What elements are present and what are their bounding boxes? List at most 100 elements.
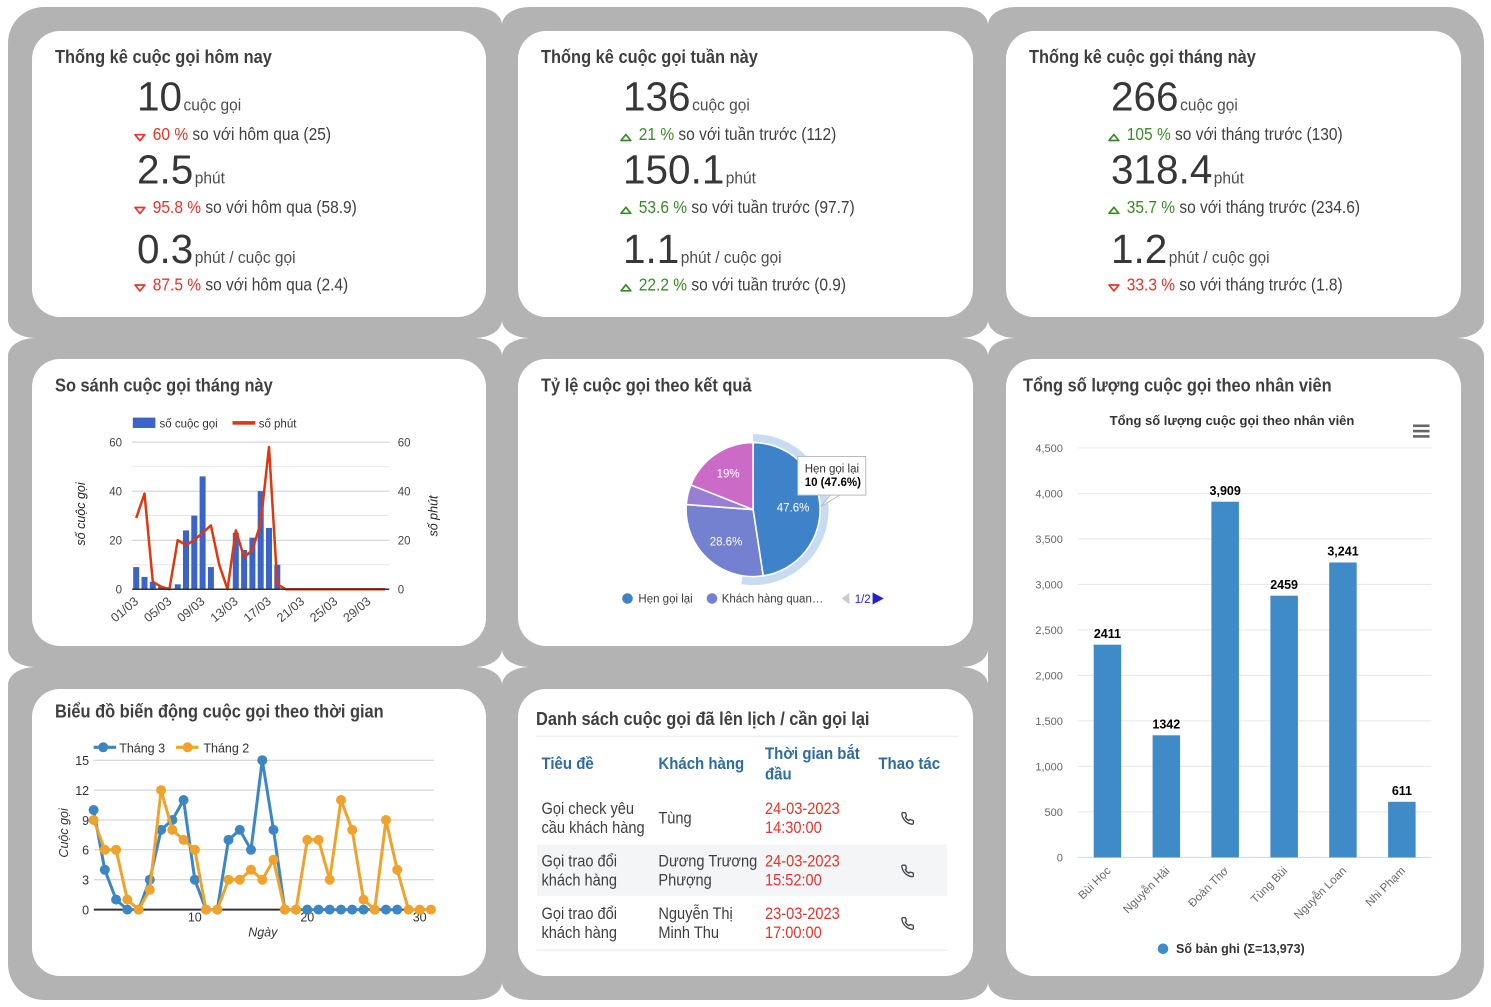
svg-text:95.8 % so với hôm qua (58.9): 95.8 % so với hôm qua (58.9) — [152, 196, 356, 216]
svg-text:số phút: số phút — [258, 419, 297, 431]
svg-text:21 % so với tuần trước (112): 21 % so với tuần trước (112) — [638, 124, 836, 144]
svg-text:Thời gian bắt: Thời gian bắt — [765, 744, 860, 763]
svg-text:60 % so với hôm qua (25): 60 % so với hôm qua (25) — [152, 124, 330, 144]
svg-text:Tùng: Tùng — [658, 809, 691, 827]
svg-text:10 (47.6%): 10 (47.6%) — [804, 477, 860, 489]
svg-text:Ngày: Ngày — [248, 925, 278, 939]
svg-text:10: 10 — [187, 910, 201, 924]
svg-text:Thống kê cuộc gọi hôm nay: Thống kê cuộc gọi hôm nay — [55, 47, 273, 67]
svg-text:1,000: 1,000 — [1035, 761, 1063, 773]
svg-text:Nhi Phạm: Nhi Phạm — [1364, 865, 1408, 909]
svg-text:Tỷ lệ cuộc gọi theo kết quả: Tỷ lệ cuộc gọi theo kết quả — [541, 375, 752, 395]
svg-text:53.6 % so với tuần trước (97.7: 53.6 % so với tuần trước (97.7) — [638, 196, 854, 216]
svg-text:13/03: 13/03 — [207, 594, 240, 625]
svg-text:số phút: số phút — [426, 495, 440, 537]
svg-text:1.1: 1.1 — [623, 226, 679, 272]
svg-text:1.2: 1.2 — [1111, 226, 1167, 272]
svg-text:khách hàng: khách hàng — [541, 871, 617, 889]
svg-text:đầu: đầu — [765, 765, 792, 783]
svg-text:29/03: 29/03 — [340, 594, 373, 625]
svg-text:khách hàng: khách hàng — [541, 923, 617, 941]
svg-text:1/2: 1/2 — [854, 594, 870, 606]
svg-text:0.3: 0.3 — [137, 226, 193, 272]
svg-text:15: 15 — [75, 754, 89, 768]
svg-text:Gọi check yêu: Gọi check yêu — [541, 800, 634, 818]
svg-text:Gọi trao đổi: Gọi trao đổi — [541, 852, 617, 870]
svg-text:Hẹn gọi lại: Hẹn gọi lại — [638, 594, 692, 606]
svg-text:4,000: 4,000 — [1035, 488, 1063, 500]
svg-text:0: 0 — [397, 584, 403, 596]
svg-text:24-03-2023: 24-03-2023 — [765, 852, 840, 870]
svg-text:Nguyễn Hải: Nguyễn Hải — [1121, 864, 1173, 916]
svg-text:Số bản ghi (Σ=13,973): Số bản ghi (Σ=13,973) — [1176, 942, 1305, 956]
svg-text:0: 0 — [115, 584, 121, 596]
svg-text:9: 9 — [82, 813, 89, 827]
svg-text:12: 12 — [75, 783, 89, 797]
svg-text:21/03: 21/03 — [274, 594, 307, 625]
svg-text:23-03-2023: 23-03-2023 — [765, 905, 840, 923]
svg-text:19%: 19% — [716, 469, 739, 481]
svg-text:17/03: 17/03 — [240, 594, 273, 625]
svg-text:cuộc gọi: cuộc gọi — [1180, 95, 1238, 114]
svg-text:25/03: 25/03 — [307, 594, 340, 625]
svg-text:1,500: 1,500 — [1035, 716, 1063, 728]
svg-text:Phượng: Phượng — [658, 871, 711, 889]
svg-text:Biểu đồ biến động cuộc gọi the: Biểu đồ biến động cuộc gọi theo thời gia… — [55, 701, 384, 721]
svg-text:Cuộc gọi: Cuộc gọi — [56, 807, 70, 858]
svg-text:số cuộc gọi: số cuộc gọi — [159, 419, 217, 431]
svg-text:phút: phút — [1214, 168, 1244, 187]
svg-text:2,000: 2,000 — [1035, 670, 1063, 682]
svg-text:15:52:00: 15:52:00 — [765, 871, 822, 889]
svg-text:Tùng Bùi: Tùng Bùi — [1249, 865, 1290, 906]
svg-text:24-03-2023: 24-03-2023 — [765, 800, 840, 818]
svg-text:Thống kê cuộc gọi tháng này: Thống kê cuộc gọi tháng này — [1029, 47, 1257, 67]
svg-text:cuộc gọi: cuộc gọi — [183, 95, 241, 114]
svg-text:09/03: 09/03 — [174, 594, 207, 625]
svg-text:số cuộc gọi: số cuộc gọi — [74, 481, 88, 545]
svg-text:cuộc gọi: cuộc gọi — [692, 95, 750, 114]
svg-text:Tổng số lượng cuộc gọi theo nh: Tổng số lượng cuộc gọi theo nhân viên — [1023, 375, 1332, 395]
svg-text:2459: 2459 — [1270, 578, 1298, 592]
svg-text:Tháng 2: Tháng 2 — [203, 741, 249, 755]
svg-text:Dương Trương: Dương Trương — [658, 852, 757, 870]
svg-text:40: 40 — [397, 486, 410, 498]
svg-text:87.5 % so với hôm qua (2.4): 87.5 % so với hôm qua (2.4) — [152, 274, 347, 294]
svg-text:Thao tác: Thao tác — [878, 755, 940, 773]
svg-text:3: 3 — [82, 873, 89, 887]
svg-text:01/03: 01/03 — [108, 594, 141, 625]
svg-text:Bùi Học: Bùi Học — [1077, 865, 1114, 902]
svg-text:phút / cuộc gọi: phút / cuộc gọi — [680, 248, 781, 267]
svg-text:Minh Thu: Minh Thu — [658, 923, 719, 941]
svg-text:500: 500 — [1045, 807, 1063, 819]
svg-text:0: 0 — [1057, 852, 1063, 864]
svg-text:40: 40 — [109, 486, 122, 498]
svg-text:318.4: 318.4 — [1111, 146, 1212, 192]
svg-text:phút / cuộc gọi: phút / cuộc gọi — [1169, 248, 1270, 267]
svg-text:33.3 % so với tháng trước (1.8: 33.3 % so với tháng trước (1.8) — [1127, 274, 1343, 294]
svg-text:3,909: 3,909 — [1210, 484, 1241, 498]
svg-text:So sánh cuộc gọi tháng này: So sánh cuộc gọi tháng này — [55, 375, 274, 395]
svg-text:Danh sách cuộc gọi đã lên lịch: Danh sách cuộc gọi đã lên lịch / cần gọi… — [536, 709, 870, 729]
svg-text:3,000: 3,000 — [1035, 579, 1063, 591]
svg-text:60: 60 — [109, 437, 122, 449]
svg-text:266: 266 — [1111, 73, 1179, 119]
svg-text:Tổng số lượng cuộc gọi theo nh: Tổng số lượng cuộc gọi theo nhân viên — [1110, 413, 1355, 428]
svg-text:3,241: 3,241 — [1327, 545, 1358, 559]
svg-text:Khách hàng: Khách hàng — [658, 755, 744, 773]
svg-text:phút / cuộc gọi: phút / cuộc gọi — [194, 248, 295, 267]
svg-text:14:30:00: 14:30:00 — [765, 818, 822, 836]
svg-text:150.1: 150.1 — [623, 146, 724, 192]
svg-text:2.5: 2.5 — [137, 146, 193, 192]
svg-text:2,500: 2,500 — [1035, 625, 1063, 637]
svg-text:1342: 1342 — [1152, 718, 1180, 732]
svg-text:20: 20 — [397, 535, 410, 547]
svg-text:Khách hàng quan…: Khách hàng quan… — [721, 594, 823, 606]
svg-text:6: 6 — [82, 843, 89, 857]
svg-text:30: 30 — [412, 910, 426, 924]
svg-text:0: 0 — [82, 903, 89, 917]
svg-text:2411: 2411 — [1094, 627, 1121, 641]
svg-text:17:00:00: 17:00:00 — [765, 923, 822, 941]
svg-text:05/03: 05/03 — [141, 594, 174, 625]
svg-text:136: 136 — [623, 73, 691, 119]
svg-text:35.7 % so với tháng trước (234: 35.7 % so với tháng trước (234.6) — [1127, 196, 1360, 216]
